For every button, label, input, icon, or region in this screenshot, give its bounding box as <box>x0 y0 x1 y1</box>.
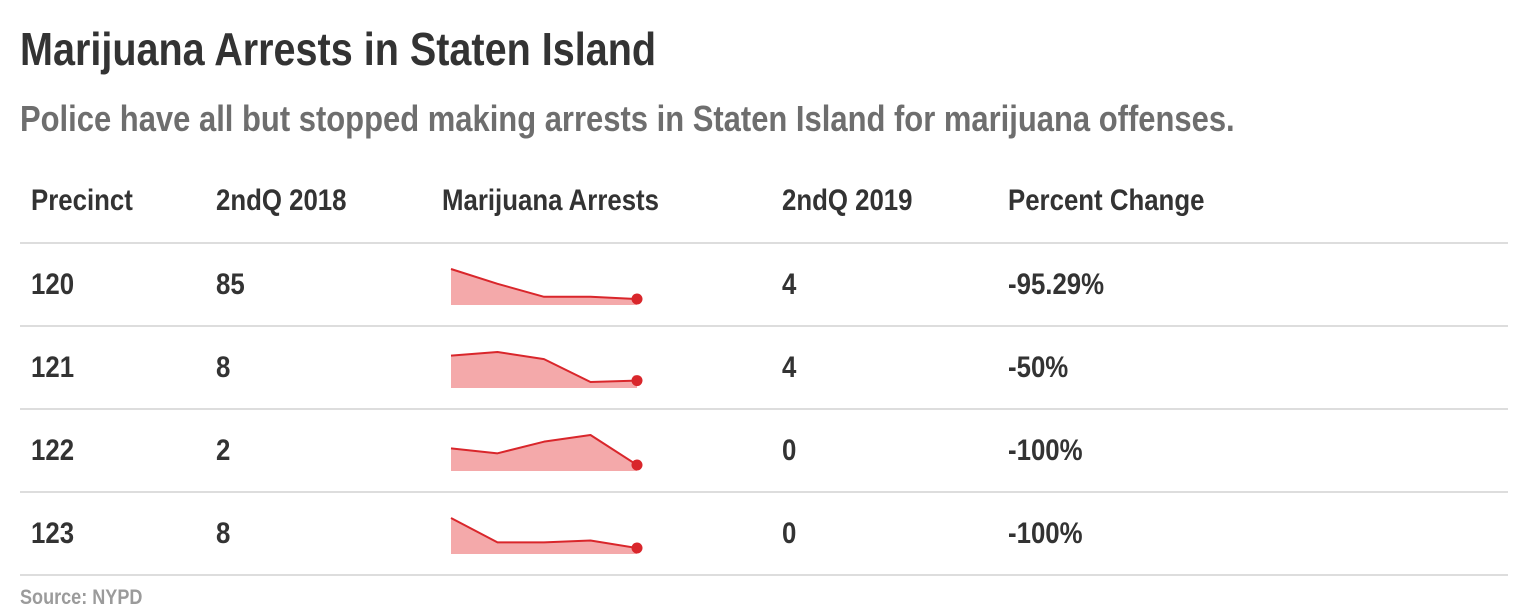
sparkline-cell <box>431 409 771 492</box>
table-row: 123 8 0 -100% <box>20 492 1508 575</box>
q2-2019-cell: 4 <box>782 267 797 301</box>
sparkline-cell <box>431 326 771 409</box>
sparkline-chart <box>450 516 643 554</box>
table-row: 121 8 4 -50% <box>20 326 1508 409</box>
sparkline-line <box>450 267 638 300</box>
column-header-precinct: Precinct <box>31 184 133 217</box>
sparkline-chart <box>450 350 643 388</box>
percent-change-cell: -50% <box>1008 350 1069 384</box>
sparkline-end-point <box>631 542 643 553</box>
column-header-2ndq-2019: 2ndQ 2019 <box>782 184 913 217</box>
arrests-table: Precinct 2ndQ 2018 Marijuana Arrests 2nd… <box>20 160 1508 576</box>
sparkline-line <box>450 516 638 549</box>
q2-2018-cell: 8 <box>216 350 231 384</box>
percent-change-cell: -95.29% <box>1008 267 1105 301</box>
sparkline-line <box>450 350 638 383</box>
chart-title: Marijuana Arrests in Staten Island <box>20 23 657 75</box>
header-row: Precinct 2ndQ 2018 Marijuana Arrests 2nd… <box>20 160 1508 243</box>
precinct-cell: 120 <box>31 267 75 301</box>
sparkline-chart <box>450 267 643 305</box>
sparkline-line <box>450 433 638 466</box>
precinct-cell: 122 <box>31 433 75 467</box>
sparkline-area <box>451 351 637 388</box>
sparkline-end-point <box>631 374 643 386</box>
q2-2019-cell: 0 <box>782 516 797 550</box>
chart-subtitle: Police have all but stopped making arres… <box>20 98 1235 139</box>
q2-2019-cell: 4 <box>782 350 797 384</box>
q2-2018-cell: 85 <box>216 267 245 301</box>
q2-2019-cell: 0 <box>782 433 797 467</box>
column-header-marijuana-arrests: Marijuana Arrests <box>442 184 660 217</box>
source-note: Source: NYPD <box>20 586 143 609</box>
sparkline-cell <box>431 492 771 575</box>
sparkline-end-point <box>631 459 643 470</box>
q2-2018-cell: 2 <box>216 433 231 467</box>
column-header-2ndq-2018: 2ndQ 2018 <box>216 184 347 217</box>
q2-2018-cell: 8 <box>216 516 231 550</box>
sparkline-area <box>451 517 637 554</box>
table-row: 120 85 4 -95.29% <box>20 243 1508 326</box>
column-header-percent-change: Percent Change <box>1008 184 1205 217</box>
sparkline-cell <box>431 243 771 326</box>
percent-change-cell: -100% <box>1008 516 1083 550</box>
precinct-cell: 123 <box>31 516 75 550</box>
table-row: 122 2 0 -100% <box>20 409 1508 492</box>
percent-change-cell: -100% <box>1008 433 1083 467</box>
sparkline-area <box>451 268 637 305</box>
sparkline-chart <box>450 433 643 471</box>
sparkline-end-point <box>631 293 643 304</box>
sparkline-area <box>451 434 637 471</box>
precinct-cell: 121 <box>31 350 75 384</box>
